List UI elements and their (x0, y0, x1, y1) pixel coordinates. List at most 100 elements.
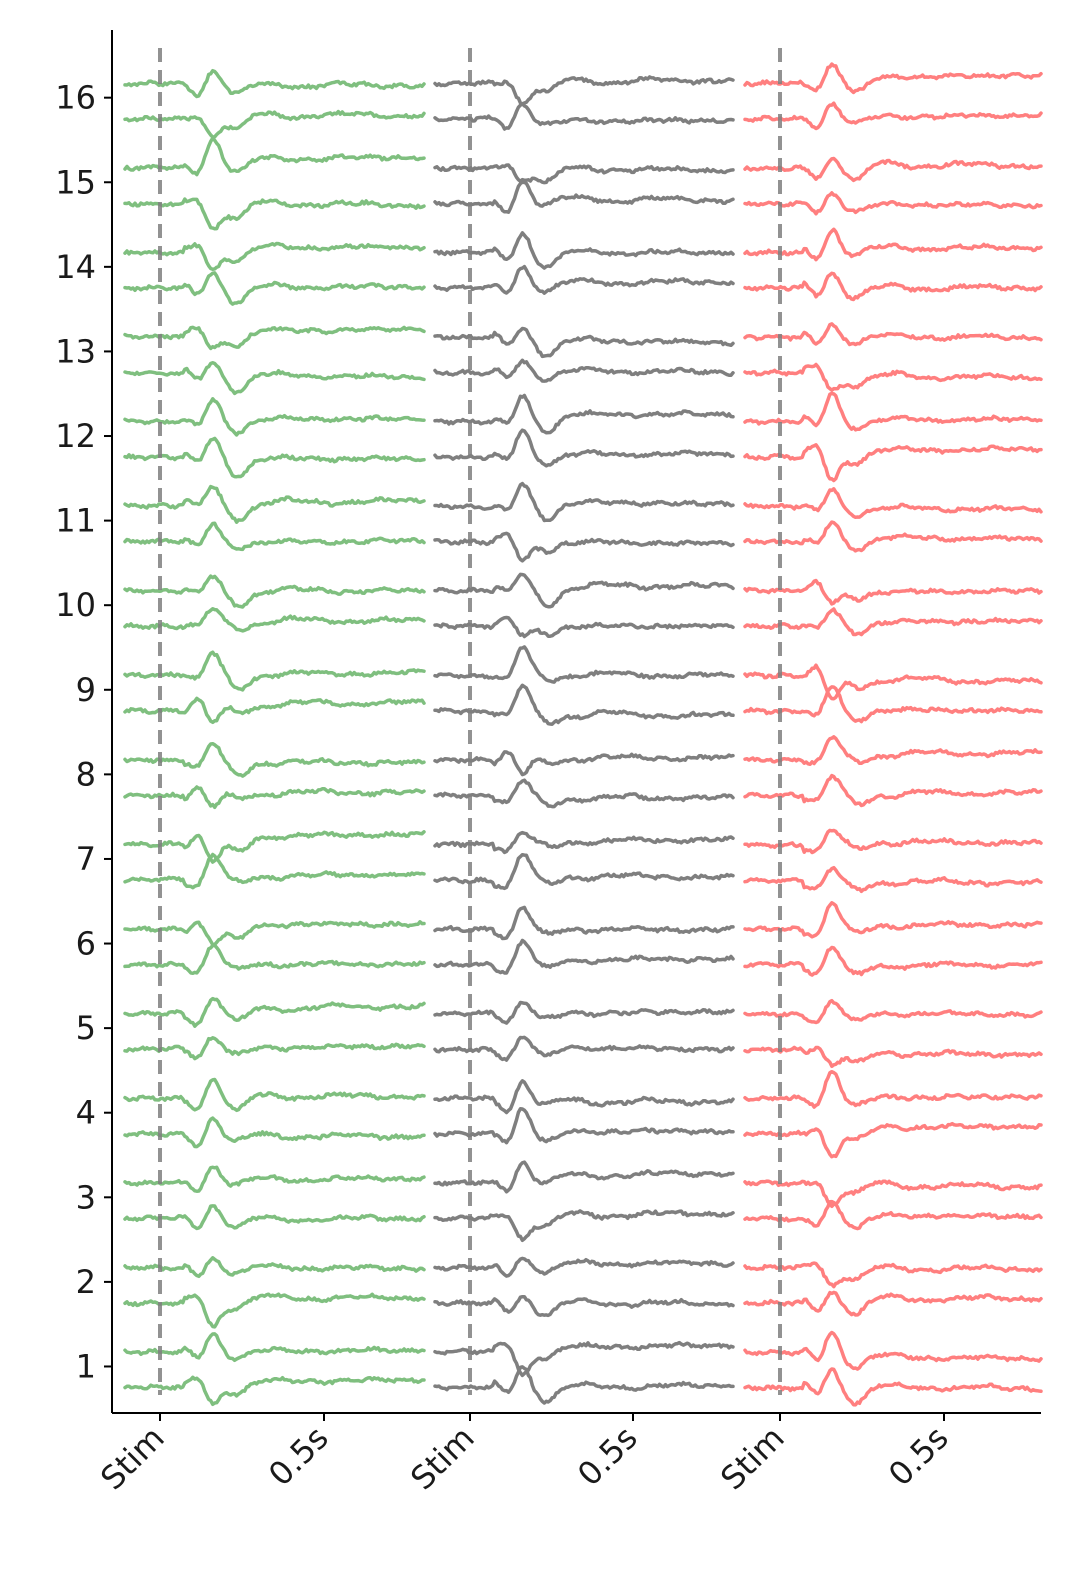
trace-line (743, 945, 1043, 977)
trace-line (433, 572, 735, 609)
trace-line (123, 1292, 426, 1329)
y-tick-label: 9 (76, 671, 96, 709)
trace-line (743, 156, 1043, 183)
trace-line (123, 920, 426, 947)
y-tick-label: 4 (76, 1094, 96, 1132)
x-tick-label: Stim (713, 1419, 791, 1497)
trace-line (743, 865, 1043, 894)
trace-line (433, 1365, 735, 1405)
y-tick-label: 5 (76, 1009, 96, 1047)
trace-line (433, 231, 735, 270)
trace-line (123, 1256, 426, 1279)
trace-line (743, 773, 1043, 808)
trace-line (743, 1179, 1043, 1209)
trace-line (743, 227, 1043, 262)
trace-line (123, 1165, 426, 1193)
trace-line (743, 735, 1043, 767)
trace-line (433, 264, 735, 295)
trace-line (123, 197, 426, 231)
y-tick-label: 3 (76, 1178, 96, 1216)
trace-line (743, 1069, 1043, 1109)
trace-line (433, 1160, 735, 1194)
trace-line (743, 1261, 1043, 1289)
trace-line (743, 685, 1043, 724)
trace-line (433, 1079, 735, 1115)
trace-line (123, 1332, 426, 1363)
trace-line (433, 101, 735, 131)
trace-line (433, 428, 735, 468)
trace-line (433, 358, 735, 383)
trace-line (433, 852, 735, 891)
trace-line (433, 645, 735, 684)
trace-line (123, 1116, 426, 1149)
trace-line (743, 1367, 1043, 1407)
y-tick-label: 7 (76, 840, 96, 878)
trace-line (123, 325, 426, 351)
trace-line (123, 607, 426, 633)
trace-line (433, 1256, 735, 1278)
trace-line (123, 741, 426, 778)
trace-line (123, 785, 426, 810)
trace-line (743, 443, 1043, 483)
trace-line (123, 852, 426, 890)
trace-line (123, 1375, 426, 1407)
y-tick-label: 6 (76, 925, 96, 963)
trace-line (123, 484, 426, 524)
trace-line (743, 828, 1043, 855)
trace-line (743, 901, 1043, 939)
trace-line (743, 607, 1043, 637)
trace-line (433, 531, 735, 563)
trace-line (123, 830, 426, 864)
x-tick-label: 0.5s (881, 1419, 956, 1494)
trace-line (743, 271, 1043, 302)
trace-line (743, 663, 1043, 701)
x-tick-label: 0.5s (570, 1419, 645, 1494)
trace-line (433, 938, 735, 975)
y-tick-label: 10 (55, 586, 96, 624)
trace-line (123, 109, 426, 139)
trace-line (743, 1290, 1043, 1317)
y-tick-label: 16 (55, 79, 96, 117)
y-tick-label: 2 (76, 1263, 96, 1301)
trace-line (433, 75, 735, 106)
trace-line (433, 615, 735, 639)
x-tick-label: Stim (93, 1419, 171, 1497)
trace-line (123, 360, 426, 396)
stim-lines-group (158, 48, 782, 1395)
trace-line (433, 830, 735, 855)
trace-line (743, 1199, 1043, 1231)
trace-line (433, 1294, 735, 1318)
y-tick-label: 11 (55, 502, 96, 540)
trace-line (433, 1340, 735, 1378)
trace-line (743, 1330, 1043, 1371)
trace-line (123, 136, 426, 177)
y-tick-label: 8 (76, 755, 96, 793)
trace-line (433, 393, 735, 435)
trace-line (433, 180, 735, 214)
trace-line (123, 68, 426, 99)
trace-line (123, 696, 426, 725)
trace-line (743, 1121, 1043, 1159)
trace-line (433, 1000, 735, 1025)
trace-line (123, 996, 426, 1028)
trace-line (433, 163, 735, 185)
y-tick-label: 1 (76, 1347, 96, 1385)
trace-line (123, 574, 426, 609)
trace-line (123, 397, 426, 437)
x-tick-label: Stim (403, 1419, 481, 1497)
trace-line (123, 241, 426, 272)
y-tick-label: 15 (55, 163, 96, 201)
traces-group (123, 62, 1043, 1407)
trace-line (123, 521, 426, 552)
trace-line (743, 322, 1043, 347)
trace-line (123, 1036, 426, 1061)
trace-line (433, 326, 735, 359)
y-tick-label: 14 (55, 248, 96, 286)
x-ticks-group: Stim 0.5s Stim 0.5s Stim 0.5s (93, 1413, 956, 1497)
trace-line (743, 391, 1043, 432)
trace-line (743, 998, 1043, 1025)
trace-line (123, 1077, 426, 1113)
x-tick-label: 0.5s (261, 1419, 336, 1494)
